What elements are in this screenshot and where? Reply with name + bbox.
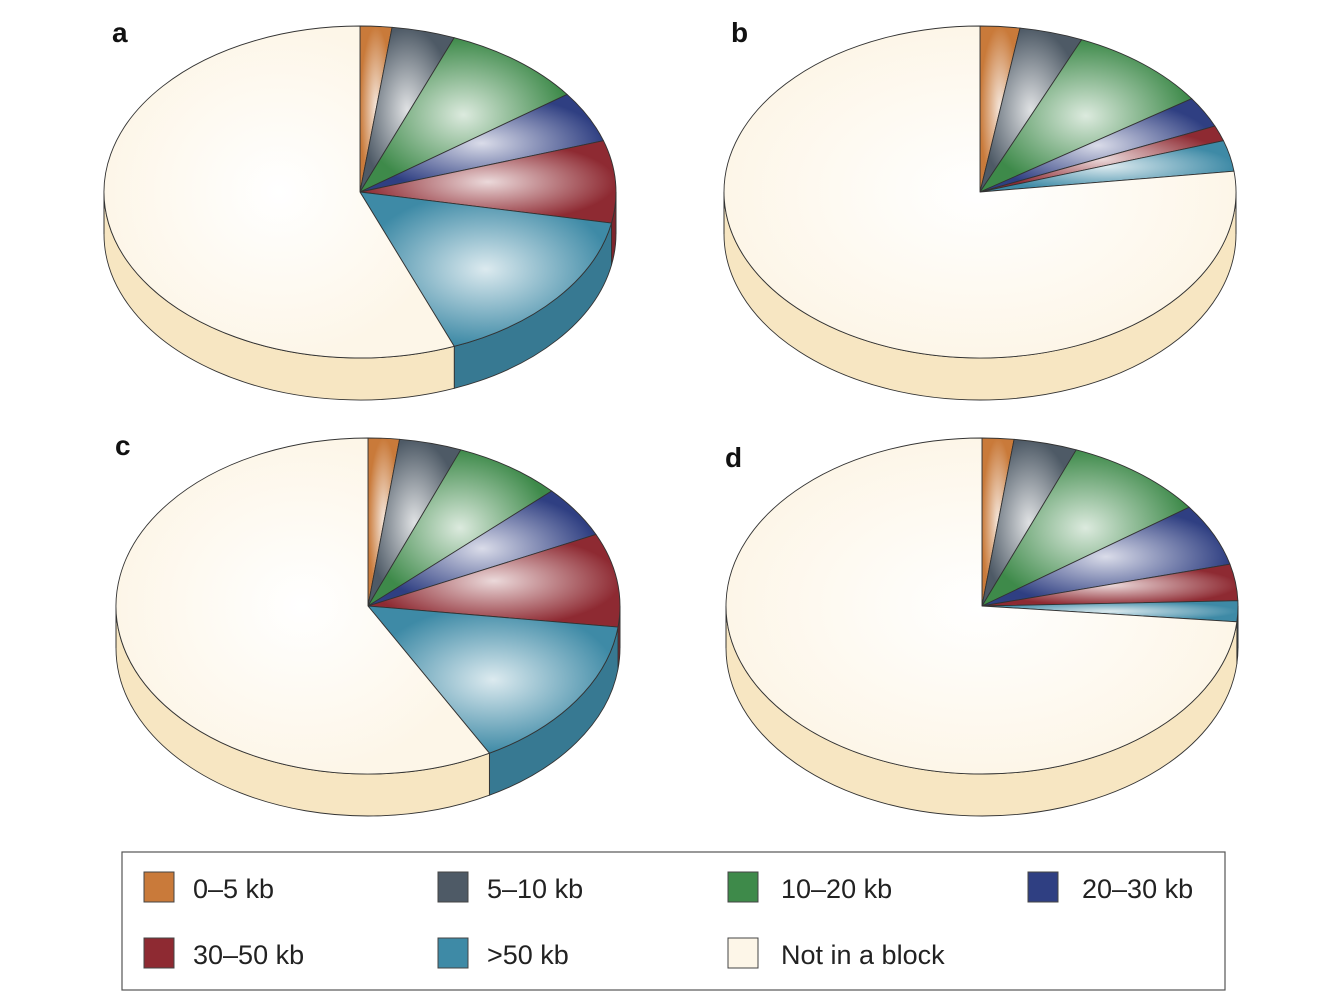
legend-swatch xyxy=(1027,871,1059,903)
legend-entry-5-10kb: 5–10 kb xyxy=(437,871,583,904)
pie-slice: 30–50 kb xyxy=(367,534,621,628)
legend-swatch xyxy=(437,871,469,903)
pie-slice: >50 kb xyxy=(367,605,619,754)
pie-slice: 10–20 kb xyxy=(367,449,553,607)
pie-slice: Not in a block xyxy=(103,25,455,359)
panel-label-d: d xyxy=(725,442,742,473)
legend-label: >50 kb xyxy=(487,940,569,970)
legend-entry-not-in-a-block: Not in a block xyxy=(727,937,945,970)
pie-slice: Not in a block xyxy=(115,437,490,775)
legend-swatch xyxy=(143,937,175,969)
panel-label-c: c xyxy=(115,430,131,461)
pie-slice: >50 kb xyxy=(359,191,612,347)
pie-slice: 30–50 kb xyxy=(359,140,617,224)
legend-label: 30–50 kb xyxy=(193,940,304,970)
panel-label-a: a xyxy=(112,17,128,48)
legend: 0–5 kb 5–10 kb 10–20 kb 20–30 kb 30–50 k… xyxy=(121,851,1226,991)
legend-swatch xyxy=(437,937,469,969)
pie-slice: 10–20 kb xyxy=(359,37,568,193)
legend-swatch xyxy=(727,871,759,903)
legend-entry-20-30kb: 20–30 kb xyxy=(1027,871,1193,904)
legend-label: 5–10 kb xyxy=(487,874,583,904)
pie-slice: 10–20 kb xyxy=(979,39,1193,193)
legend-entry-0-5kb: 0–5 kb xyxy=(143,871,274,904)
legend-label: 10–20 kb xyxy=(781,874,892,904)
pie-slice: Not in a block xyxy=(725,437,1238,775)
legend-entry-30-50kb: 30–50 kb xyxy=(143,937,304,970)
legend-entry-10-20kb: 10–20 kb xyxy=(727,871,892,904)
legend-swatch xyxy=(727,937,759,969)
legend-label: 0–5 kb xyxy=(193,874,274,904)
legend-label: 20–30 kb xyxy=(1082,874,1193,904)
legend-label: Not in a block xyxy=(781,940,945,970)
legend-entry-over-50kb: >50 kb xyxy=(437,937,569,970)
pie-slice: 10–20 kb xyxy=(981,449,1190,607)
legend-swatch xyxy=(143,871,175,903)
pie-slice: Not in a block xyxy=(723,25,1237,359)
panel-label-b: b xyxy=(731,17,748,48)
